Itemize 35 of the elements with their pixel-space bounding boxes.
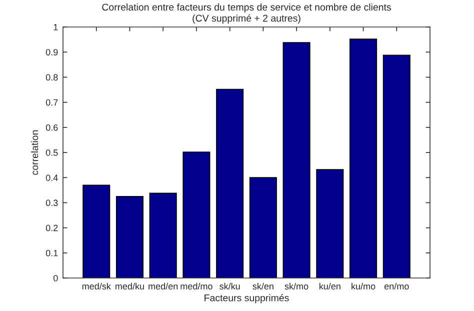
- chart-subtitle: (CV supprimé + 2 autres): [192, 14, 300, 24]
- x-tick-label: en/mo: [384, 282, 409, 290]
- bar: [116, 196, 144, 278]
- y-tick-label: 1: [54, 24, 58, 30]
- x-axis-title: Facteurs supprimés: [204, 294, 289, 304]
- x-tick-label: sk/en: [252, 282, 274, 290]
- bar: [182, 152, 210, 278]
- y-tick-label: 0.9: [46, 49, 58, 56]
- y-tick-label: 0.3: [46, 200, 58, 206]
- x-tick-label: med/mo: [180, 282, 212, 290]
- x-tick-label: med/en: [148, 282, 178, 290]
- y-axis-title: correlation: [30, 130, 38, 175]
- bar: [149, 192, 177, 278]
- y-tick-label: 0.4: [46, 174, 58, 181]
- y-tick-label: 0.1: [46, 250, 58, 256]
- x-tick-label: sk/mo: [284, 282, 308, 290]
- bar: [216, 88, 244, 278]
- bar: [282, 42, 310, 278]
- bar: [82, 184, 110, 278]
- chart-title: Correlation entre facteurs du temps de service et nombre de clients: [102, 3, 391, 13]
- y-tick-label: 0: [53, 274, 58, 282]
- x-tick-label: ku/mo: [352, 282, 376, 290]
- x-tick-label: sk/ku: [220, 282, 240, 290]
- y-tick-label: 0.8: [46, 74, 58, 81]
- x-tick-label: med/sk: [82, 282, 111, 290]
- bar: [316, 169, 344, 278]
- y-tick-label: 0.2: [46, 224, 58, 232]
- x-tick-label: ku/en: [319, 282, 340, 290]
- y-tick-label: 0.6: [46, 124, 58, 131]
- bar: [249, 177, 277, 278]
- y-tick-label: 0.7: [46, 99, 58, 106]
- bar: [350, 38, 378, 278]
- y-tick-label: 0.5: [46, 149, 58, 156]
- bar: [382, 54, 410, 278]
- x-tick-label: med/ku: [116, 282, 144, 290]
